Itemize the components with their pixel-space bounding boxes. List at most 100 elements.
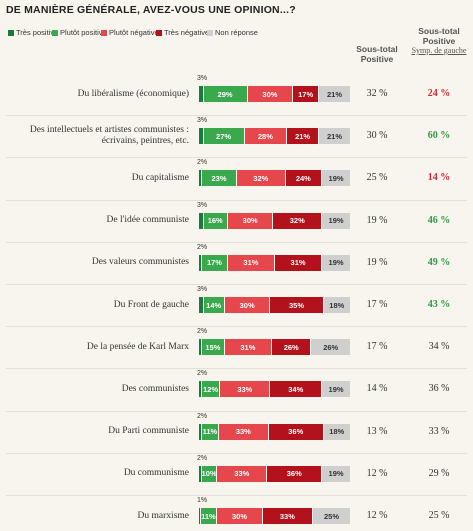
data-label: 30% — [242, 216, 258, 226]
data-label: 30% — [232, 511, 248, 521]
category-label: Du Parti communiste — [108, 426, 189, 437]
bar-segment: 19% — [322, 381, 351, 398]
chart-title: DE MANIÈRE GÉNÉRALE, AVEZ-VOUS UNE OPINI… — [6, 4, 296, 16]
legend-item: Plutôt négative — [101, 28, 159, 37]
legend-label: Plutôt positive — [60, 28, 107, 37]
bar-segment — [199, 423, 203, 440]
category-label: Du Front de gauche — [113, 299, 189, 310]
legend-swatch — [207, 29, 213, 36]
category-label: De l'idée communiste — [106, 215, 189, 226]
column-value: 43 % — [427, 299, 451, 310]
bar-segment: 10% — [202, 465, 218, 482]
bar-segment: 32% — [273, 212, 323, 229]
bar-segment: 31% — [224, 339, 272, 356]
data-label: 26% — [323, 342, 339, 352]
column-value: 13 % — [366, 425, 388, 437]
data-label: 17% — [298, 89, 314, 99]
column-value: 12 % — [366, 467, 388, 479]
data-label: 26% — [283, 342, 299, 352]
bar-segment: 14% — [203, 297, 225, 313]
data-label: 19% — [328, 216, 344, 226]
data-label: 12% — [203, 384, 219, 394]
data-label: 36% — [288, 427, 304, 437]
data-label: 15% — [205, 342, 221, 352]
column-header: Sous-total Positive — [348, 44, 406, 64]
column-header: Sous-total Positive Symp. de gauche — [410, 26, 468, 56]
category-label: Des communistes — [121, 383, 189, 394]
column-value: 14 % — [366, 383, 388, 395]
data-label: 21% — [327, 131, 343, 141]
bar-segment: 18% — [323, 297, 351, 313]
column-value: 32 % — [366, 88, 388, 99]
legend-swatch — [156, 29, 162, 36]
data-label: 17% — [206, 258, 222, 268]
legend-swatch — [101, 29, 107, 36]
bar-segment: 19% — [322, 212, 351, 229]
data-label: 31% — [240, 342, 256, 352]
bar-segment: 30% — [247, 86, 294, 102]
data-label: 23% — [211, 173, 227, 183]
bar-segment: 21% — [319, 128, 351, 145]
data-label: 27% — [216, 131, 232, 141]
bar-segment: 17% — [202, 254, 228, 271]
bar-segment: 21% — [287, 128, 320, 145]
category-label: De la pensée de Karl Marx — [86, 341, 189, 352]
data-label: 36% — [286, 469, 302, 479]
data-label: 33% — [235, 427, 251, 437]
bar-segment — [199, 86, 204, 102]
bar-segment: 24% — [285, 170, 323, 187]
column-value: 14 % — [427, 172, 451, 184]
row-separator — [6, 157, 467, 159]
bar-segment: 12% — [202, 381, 221, 398]
legend-item: Très négative — [156, 28, 209, 37]
legend-label: Plutôt négative — [109, 28, 159, 37]
legend-label: Non réponse — [215, 28, 258, 37]
data-label: 2% — [197, 328, 208, 336]
data-label: 3% — [197, 201, 208, 209]
data-label: 32% — [253, 173, 269, 183]
legend-swatch — [8, 29, 14, 36]
data-label: 30% — [239, 300, 255, 310]
category-label: Du capitalisme — [131, 172, 189, 183]
bar-segment — [199, 381, 203, 398]
data-label: 3% — [197, 117, 208, 125]
data-label: 31% — [243, 258, 259, 268]
row-separator — [6, 368, 467, 370]
data-label: 16% — [207, 216, 223, 226]
legend-item: Plutôt positive — [52, 28, 107, 37]
row-separator — [6, 410, 467, 412]
data-label: 11% — [202, 427, 218, 437]
data-label: 19% — [328, 173, 344, 183]
column-value: 25 % — [366, 172, 388, 184]
bar-segment: 19% — [322, 465, 351, 482]
column-value: 49 % — [427, 256, 451, 268]
bar-segment: 18% — [323, 423, 351, 440]
bar-segment: 36% — [267, 465, 323, 482]
category-label: Du communisme — [123, 468, 189, 479]
row-separator — [6, 494, 467, 496]
data-label: 19% — [328, 384, 344, 394]
bar-segment: 34% — [270, 381, 323, 398]
column-value: 46 % — [427, 214, 451, 226]
data-label: 18% — [329, 300, 345, 310]
data-label: 2% — [197, 159, 208, 167]
row-separator — [6, 241, 467, 243]
bar-segment — [199, 254, 203, 271]
column-title: Sous-total Positive — [418, 26, 460, 46]
data-label: 1% — [197, 497, 208, 504]
column-value: 30 % — [366, 130, 388, 142]
legend-swatch — [52, 29, 58, 36]
bar-segment: 33% — [217, 465, 268, 482]
bar-segment: 33% — [218, 423, 269, 440]
column-value: 60 % — [427, 130, 451, 142]
column-value: 36 % — [428, 383, 450, 395]
column-title: Sous-total Positive — [356, 44, 398, 64]
data-label: 33% — [234, 469, 250, 479]
data-label: 24% — [295, 173, 311, 183]
column-value: 19 % — [366, 256, 388, 268]
column-value: 19 % — [366, 214, 388, 226]
bar-segment: 17% — [293, 86, 320, 102]
category-label: Des valeurs communistes — [91, 257, 189, 268]
data-label: 25% — [323, 511, 339, 521]
bar-segment: 32% — [237, 170, 286, 187]
